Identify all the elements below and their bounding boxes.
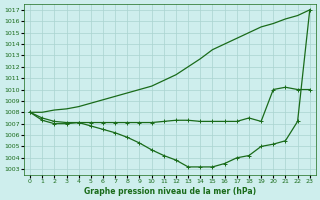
- X-axis label: Graphe pression niveau de la mer (hPa): Graphe pression niveau de la mer (hPa): [84, 187, 256, 196]
